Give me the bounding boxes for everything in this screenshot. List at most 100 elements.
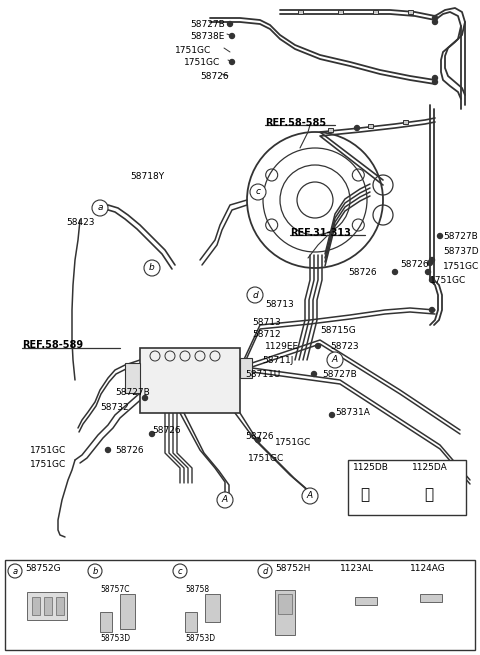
Bar bbox=[408, 10, 412, 14]
Bar bbox=[185, 612, 197, 632]
Circle shape bbox=[428, 261, 432, 265]
Circle shape bbox=[247, 287, 263, 303]
Text: 58712: 58712 bbox=[252, 330, 281, 339]
Circle shape bbox=[430, 257, 434, 263]
Bar bbox=[348, 460, 466, 515]
Text: 58758: 58758 bbox=[185, 585, 209, 594]
Text: 58731A: 58731A bbox=[335, 408, 370, 417]
Text: 58726: 58726 bbox=[245, 432, 274, 441]
Text: 58752G: 58752G bbox=[25, 564, 60, 573]
Circle shape bbox=[302, 488, 318, 504]
Circle shape bbox=[425, 269, 431, 274]
Text: 1751GC: 1751GC bbox=[248, 454, 284, 463]
Text: 58711U: 58711U bbox=[245, 370, 280, 379]
Circle shape bbox=[393, 269, 397, 274]
Text: 58726: 58726 bbox=[348, 268, 377, 277]
Bar bbox=[327, 128, 333, 132]
Circle shape bbox=[250, 184, 266, 200]
Bar bbox=[5, 560, 475, 650]
Text: 58723: 58723 bbox=[330, 342, 359, 351]
Text: 58726: 58726 bbox=[400, 260, 429, 269]
Text: A: A bbox=[332, 356, 338, 364]
Circle shape bbox=[8, 564, 22, 578]
Circle shape bbox=[106, 447, 110, 453]
Circle shape bbox=[229, 33, 235, 39]
Text: 58713: 58713 bbox=[265, 300, 294, 309]
Bar bbox=[355, 597, 377, 605]
Circle shape bbox=[430, 307, 434, 312]
Text: 1124AG: 1124AG bbox=[410, 564, 446, 573]
Text: a: a bbox=[12, 567, 18, 576]
Bar bbox=[403, 120, 408, 124]
Bar bbox=[32, 597, 40, 615]
Text: 1751GC: 1751GC bbox=[430, 276, 466, 285]
Circle shape bbox=[88, 564, 102, 578]
Text: 58727B: 58727B bbox=[190, 20, 225, 29]
Circle shape bbox=[430, 278, 434, 282]
Text: 58726: 58726 bbox=[152, 426, 180, 435]
Text: b: b bbox=[92, 567, 98, 576]
Circle shape bbox=[327, 352, 343, 368]
Circle shape bbox=[432, 16, 437, 20]
Text: REF.31-313: REF.31-313 bbox=[290, 228, 351, 238]
Circle shape bbox=[432, 20, 437, 24]
Bar bbox=[337, 10, 343, 14]
Bar bbox=[100, 612, 112, 632]
Text: 58726: 58726 bbox=[200, 72, 228, 81]
Text: 1751GC: 1751GC bbox=[175, 46, 211, 55]
Bar bbox=[140, 348, 240, 413]
Circle shape bbox=[258, 564, 272, 578]
Bar bbox=[205, 594, 220, 622]
Text: 1751GC: 1751GC bbox=[30, 460, 66, 469]
Text: 58757C: 58757C bbox=[100, 585, 130, 594]
Circle shape bbox=[432, 75, 437, 81]
Bar bbox=[420, 594, 442, 602]
Bar bbox=[298, 10, 302, 14]
Text: 58732: 58732 bbox=[100, 403, 129, 412]
Text: 1123AL: 1123AL bbox=[340, 564, 374, 573]
Text: 58727B: 58727B bbox=[322, 370, 357, 379]
Text: A: A bbox=[222, 495, 228, 504]
Text: 58715G: 58715G bbox=[320, 326, 356, 335]
Circle shape bbox=[228, 22, 232, 26]
Text: 1751GC: 1751GC bbox=[184, 58, 220, 67]
Bar bbox=[368, 124, 372, 128]
Bar bbox=[417, 485, 433, 493]
Circle shape bbox=[143, 396, 147, 400]
Circle shape bbox=[329, 413, 335, 417]
Text: 1129EE: 1129EE bbox=[265, 342, 299, 351]
Text: 1125DB: 1125DB bbox=[353, 463, 389, 472]
Text: 58727B: 58727B bbox=[443, 232, 478, 241]
Text: 1751GC: 1751GC bbox=[275, 438, 311, 447]
Bar bbox=[372, 10, 377, 14]
Text: 1751GC: 1751GC bbox=[30, 446, 66, 455]
Bar bbox=[27, 592, 67, 620]
Text: 58753D: 58753D bbox=[100, 634, 130, 643]
Text: 58423: 58423 bbox=[66, 218, 95, 227]
Text: A: A bbox=[307, 491, 313, 500]
Bar bbox=[240, 358, 252, 378]
Text: REF.58-589: REF.58-589 bbox=[22, 340, 83, 350]
Text: 58753D: 58753D bbox=[185, 634, 215, 643]
Circle shape bbox=[217, 492, 233, 508]
Text: c: c bbox=[255, 187, 261, 196]
Bar bbox=[275, 590, 295, 635]
Text: d: d bbox=[252, 291, 258, 299]
Text: 1125DA: 1125DA bbox=[412, 463, 448, 472]
Text: b: b bbox=[149, 263, 155, 272]
Text: a: a bbox=[97, 204, 103, 212]
Circle shape bbox=[144, 260, 160, 276]
Circle shape bbox=[255, 438, 261, 443]
Text: 🔩: 🔩 bbox=[424, 487, 433, 502]
Circle shape bbox=[149, 432, 155, 436]
Text: d: d bbox=[262, 567, 268, 576]
Text: 58713: 58713 bbox=[252, 318, 281, 327]
Circle shape bbox=[229, 60, 235, 64]
Text: REF.58-585: REF.58-585 bbox=[265, 118, 326, 128]
Text: 58738E: 58738E bbox=[190, 32, 224, 41]
Circle shape bbox=[432, 79, 437, 84]
Text: 1751GC: 1751GC bbox=[443, 262, 479, 271]
Bar bbox=[278, 594, 292, 614]
Text: 🔩: 🔩 bbox=[360, 487, 370, 502]
Circle shape bbox=[355, 126, 360, 130]
